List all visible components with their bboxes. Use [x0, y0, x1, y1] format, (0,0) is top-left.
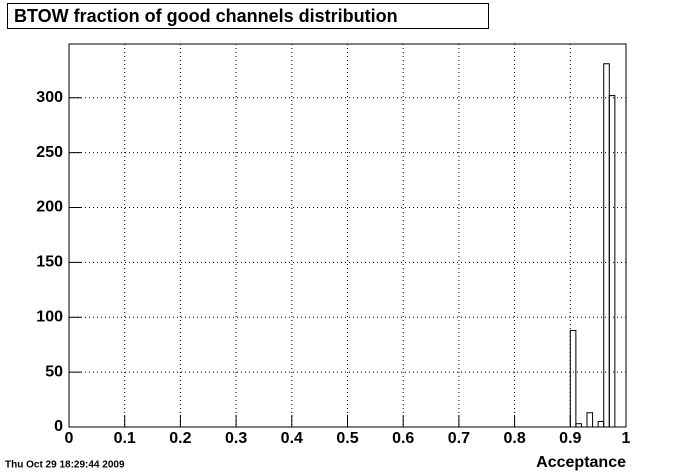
plot-border [68, 43, 627, 428]
title-box [7, 3, 489, 29]
x-tick-label: 0.8 [503, 430, 525, 447]
y-tick-label: 50 [45, 363, 63, 380]
x-tick-label: 0.4 [281, 430, 303, 447]
y-tick-label: 200 [36, 199, 63, 216]
x-tick-label: 0.5 [336, 430, 358, 447]
x-tick-label: 0.2 [169, 430, 191, 447]
y-tick-label: 150 [36, 254, 63, 271]
timestamp: Thu Oct 29 18:29:44 2009 [5, 460, 125, 471]
y-tick-label: 100 [36, 308, 63, 325]
x-tick-label: 0.3 [225, 430, 247, 447]
x-tick-label: 0 [65, 430, 74, 447]
plot-frame [68, 43, 627, 428]
x-tick-label: 0.7 [448, 430, 470, 447]
y-tick-label: 0 [54, 418, 63, 435]
x-axis-label: Acceptance [536, 454, 626, 471]
x-tick-label: 0.1 [114, 430, 136, 447]
y-tick-label: 250 [36, 144, 63, 161]
y-tick-label: 300 [36, 89, 63, 106]
x-tick-label: 0.6 [392, 430, 414, 447]
chart-title: BTOW fraction of good channels distribut… [14, 6, 398, 26]
x-tick-label: 1 [622, 430, 631, 447]
x-tick-label: 0.9 [559, 430, 581, 447]
